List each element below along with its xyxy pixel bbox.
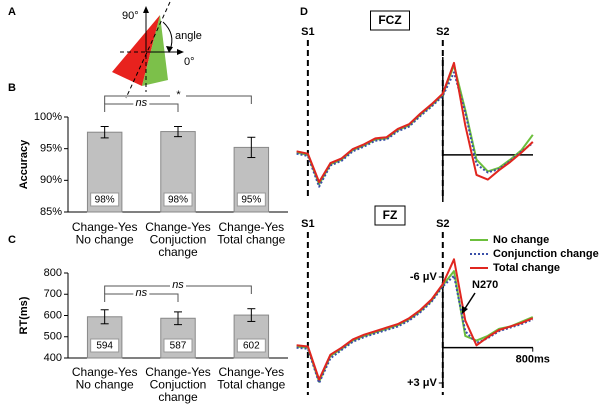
dashed-diagonal [125,1,171,99]
value-label-box [163,192,193,207]
y-axis-title: Accuracy [18,139,30,189]
green-wedge [142,15,168,86]
x-tick-label: Change-Yes [72,220,138,234]
arrow-head [177,49,184,55]
annotation-arrow [463,292,476,311]
bracket-label-bg [170,90,186,100]
x-tick-label: No change [76,233,134,247]
value-label-box [90,192,120,207]
y-tick-label: 500 [44,331,62,343]
value-label-box [163,338,193,353]
value-label: 95% [241,195,261,206]
arrow-head [166,46,173,53]
angle-label: 90° [122,10,139,22]
waveform [296,71,534,188]
y-tick-label: 85% [40,206,62,218]
y-tick-label: 400 [44,352,62,364]
value-label: 602 [243,341,260,352]
y-tick-label: 95% [40,143,62,155]
arrow-head [462,306,468,314]
y-tick-label: 100% [34,111,62,123]
value-label: 98% [95,195,115,206]
x-tick-label: Change-Yes [72,365,138,379]
x-tick-label: Conjuction [150,233,207,247]
panel-letter: C [8,234,16,246]
y-tick-label: 800 [44,267,62,279]
value-label-box [90,338,120,353]
value-label: 587 [170,341,187,352]
legend-label: Total change [493,262,560,274]
significance-label: ns [136,97,148,109]
waveform [296,61,534,183]
red-wedge [112,15,160,86]
x-tick-label: Change-Yes [219,365,285,379]
y-tick-label: 700 [44,288,62,300]
significance-label: * [176,89,181,101]
bracket-label-bg [170,280,186,290]
value-label-box [236,192,266,207]
x-tick-label: Total change [217,378,285,392]
value-label: 98% [168,195,188,206]
x-tick-label: Change-Yes [145,365,211,379]
angle-label: angle [175,30,202,42]
value-label: 594 [96,341,113,352]
y-tick-label: -6 μV [410,271,438,283]
waveform [296,64,534,186]
legend-label: No change [493,234,549,246]
angle-label: 0° [184,56,195,68]
bracket-label-bg [133,98,150,108]
arrow-head [143,6,149,13]
stimulus-label: S2 [436,218,449,230]
stimulus-label: S1 [301,26,314,38]
stimulus-label: S1 [301,218,314,230]
x-tick-label: change [158,245,198,259]
bracket-label-bg [133,288,150,298]
panel-letter: A [8,6,16,18]
x-tick-label: No change [76,378,134,392]
stimulus-label: S2 [436,26,449,38]
title-box [370,10,410,31]
x-tick-label: Change-Yes [145,220,211,234]
x-tick-label: 800ms [516,354,550,366]
y-tick-label: +3 μV [407,377,437,389]
chart-title: FCZ [378,13,401,27]
y-axis-title: RT(ms) [18,296,30,334]
waveform [296,274,534,384]
value-label-box [236,338,266,353]
x-tick-label: Conjuction [150,378,207,392]
chart-title: FZ [383,208,398,222]
significance-label: ns [136,287,148,299]
y-tick-label: 600 [44,309,62,321]
angle-arc [162,21,173,51]
component-label: N270 [472,279,498,291]
panel-letter: B [8,82,16,94]
waveform [296,258,534,381]
x-tick-label: Total change [217,233,285,247]
panel-letter: D [300,6,308,18]
title-box [374,205,406,226]
legend-label: Conjunction change [493,248,599,260]
x-tick-label: change [158,390,198,404]
x-tick-label: Change-Yes [219,220,285,234]
y-tick-label: 90% [40,174,62,186]
significance-label: ns [172,279,184,291]
